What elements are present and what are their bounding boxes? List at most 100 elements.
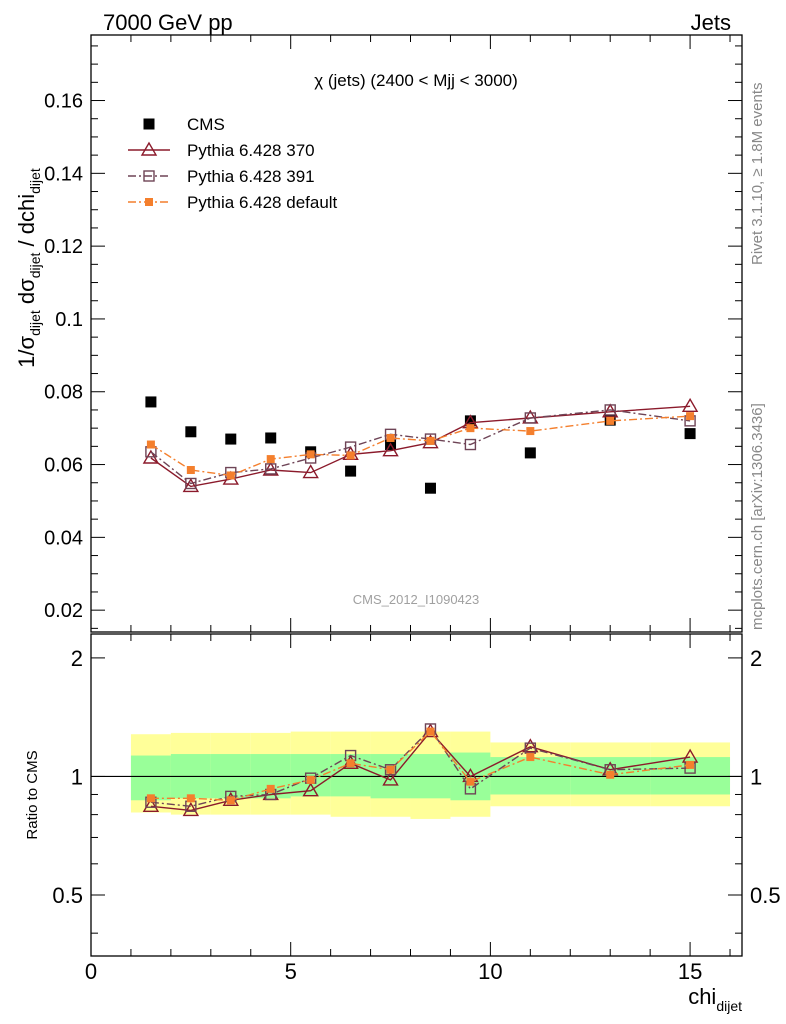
legend-label-cms: CMS — [187, 115, 225, 134]
legend: CMS Pythia 6.428 370 Pythia 6.428 391 Pythi… — [128, 115, 338, 212]
ratio-point-pythia-6-428-default — [686, 760, 695, 769]
main-line-pythia-6-428-default — [150, 415, 691, 477]
main-point-cms — [464, 415, 476, 427]
x-tick-label: 15 — [678, 959, 702, 984]
rivet-version-label: Rivet 3.1.10, ≥ 1.8M events — [749, 83, 766, 266]
ratio-line-pythia-6-428-370 — [150, 730, 691, 812]
ratio-point-pythia-6-428-default — [146, 794, 155, 803]
ratio-point-pythia-6-428-370 — [382, 771, 399, 786]
main-point-pythia-6-428-default — [306, 450, 315, 459]
main-y-tick-label: 0.08 — [44, 382, 83, 404]
main-plot-area — [142, 396, 699, 494]
main-point-pythia-6-428-default — [526, 427, 535, 436]
main-y-tick-label: 0.16 — [44, 91, 83, 113]
main-frame — [90, 34, 743, 633]
main-point-pythia-6-428-default — [426, 436, 435, 445]
ratio-point-pythia-6-428-default — [266, 784, 275, 793]
main-y-axis-label: 1/σdijet dσdijet / dchidijet — [14, 168, 43, 368]
legend-label-pythia-6-428-391: Pythia 6.428 391 — [187, 167, 315, 186]
main-point-pythia-6-428-391 — [604, 404, 616, 416]
main-y-tick-label: 0.04 — [44, 527, 83, 549]
ratio-point-pythia-6-428-370 — [302, 782, 319, 797]
main-y-tick-label: 0.1 — [55, 309, 83, 331]
x-tick-label: 10 — [478, 959, 502, 984]
ratio-point-pythia-6-428-default — [186, 794, 195, 803]
ratio-frame — [90, 633, 743, 957]
ratio-line-pythia-6-428-391 — [150, 727, 691, 808]
ratio-y-tick-label: 1 — [71, 764, 83, 789]
main-point-pythia-6-428-370 — [182, 478, 200, 493]
main-point-pythia-6-428-default — [386, 433, 395, 442]
ratio-band-inner — [490, 757, 571, 795]
main-y-tick-label: 0.06 — [44, 455, 83, 477]
ratio-point-pythia-6-428-default — [226, 796, 235, 805]
x-axis-label: chidijet — [688, 984, 742, 1014]
ratio-band-inner — [130, 755, 171, 801]
legend-marker-cms — [143, 118, 155, 130]
main-point-pythia-6-428-default — [346, 451, 355, 460]
ratio-line-pythia-6-428-default — [150, 730, 691, 802]
x-tick-label: 5 — [285, 959, 297, 984]
ratio-point-pythia-6-428-default — [386, 765, 395, 774]
main-y-tick-label: 0.12 — [44, 236, 83, 258]
ratio-point-pythia-6-428-default — [606, 770, 615, 779]
header-left: 7000 GeV pp — [103, 10, 233, 35]
main-point-pythia-6-428-default — [226, 471, 235, 480]
main-axis-ticks: 0.02 0.04 0.06 0.08 0.1 0.12 0.14 0.16 — [44, 35, 742, 632]
ratio-point-pythia-6-428-default — [466, 777, 475, 786]
main-point-pythia-6-428-370 — [382, 442, 399, 457]
main-point-pythia-6-428-391 — [185, 477, 197, 490]
main-panel: 0.02 0.04 0.06 0.08 0.1 0.12 0.14 0.16 χ (jets)… — [44, 34, 743, 633]
main-point-pythia-6-428-370 — [302, 464, 319, 479]
legend-marker-pythia-6-428-391 — [143, 170, 155, 182]
ratio-point-pythia-6-428-370 — [182, 802, 200, 817]
ratio-y-tick-label-right: 1 — [750, 764, 762, 789]
main-point-pythia-6-428-391 — [524, 412, 537, 424]
main-point-cms — [684, 428, 696, 440]
ratio-panel: 0.5 0.5 1 1 2 2 0 5 10 15 — [52, 633, 781, 984]
main-point-pythia-6-428-default — [466, 424, 475, 433]
ratio-point-pythia-6-428-default — [426, 727, 435, 736]
main-point-pythia-6-428-391 — [464, 438, 477, 451]
ratio-y-tick-label-right: 0.5 — [750, 883, 781, 908]
ratio-point-pythia-6-428-391 — [384, 764, 397, 776]
main-point-pythia-6-428-default — [146, 440, 155, 449]
ratio-point-pythia-6-428-370 — [522, 738, 539, 753]
ratio-point-pythia-6-428-370 — [142, 797, 160, 812]
legend-marker-pythia-6-428-default — [145, 198, 153, 206]
main-y-tick-label: 0.02 — [44, 600, 83, 622]
main-point-cms — [424, 482, 436, 494]
main-point-cms — [265, 432, 277, 444]
ratio-point-pythia-6-428-default — [346, 759, 355, 768]
main-point-cms — [345, 465, 357, 477]
main-point-pythia-6-428-370 — [681, 397, 699, 413]
main-y-tick-label: 0.14 — [44, 163, 83, 185]
main-title: χ (jets) (2400 < Mjj < 3000) — [314, 71, 518, 90]
main-point-pythia-6-428-default — [686, 412, 695, 421]
legend-label-pythia-6-428-370: Pythia 6.428 370 — [187, 141, 315, 160]
main-point-cms — [185, 426, 197, 438]
header-right: Jets — [691, 10, 731, 35]
ratio-y-tick-label: 2 — [71, 646, 83, 671]
ratio-band-inner — [290, 754, 331, 797]
ratio-y-tick-label-right: 2 — [750, 646, 762, 671]
main-point-cms — [145, 396, 157, 408]
ratio-y-tick-label: 0.5 — [52, 883, 83, 908]
legend-marker-pythia-6-428-370 — [140, 141, 158, 156]
main-point-cms — [524, 447, 536, 459]
ratio-axis-ticks: 0.5 0.5 1 1 2 2 0 5 10 15 — [52, 634, 781, 984]
mcplots-label: mcplots.cern.ch [arXiv:1306.3436] — [749, 403, 766, 630]
x-tick-label: 0 — [85, 959, 97, 984]
main-point-pythia-6-428-default — [266, 455, 275, 464]
ratio-plot-area — [91, 723, 742, 819]
ratio-y-axis-label: Ratio to CMS — [24, 750, 41, 839]
main-point-cms — [225, 433, 237, 445]
main-point-pythia-6-428-default — [186, 466, 195, 475]
main-point-pythia-6-428-default — [606, 416, 615, 425]
main-point-pythia-6-428-391 — [265, 463, 277, 475]
ratio-point-pythia-6-428-default — [306, 775, 315, 784]
analysis-watermark: CMS_2012_I1090423 — [353, 592, 480, 607]
legend-label-pythia-6-428-default: Pythia 6.428 default — [187, 193, 338, 212]
ratio-point-pythia-6-428-default — [526, 753, 535, 762]
